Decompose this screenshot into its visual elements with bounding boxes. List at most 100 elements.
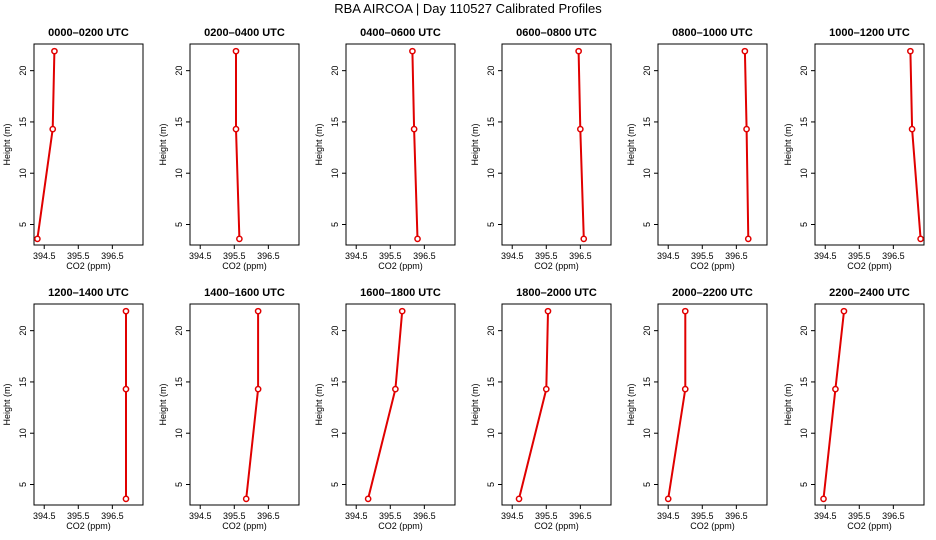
data-point <box>840 307 848 315</box>
x-axis-label: CO2 (ppm) <box>847 521 892 531</box>
x-tick-label: 395.5 <box>535 251 558 261</box>
data-point <box>398 307 406 315</box>
y-tick-label: 15 <box>330 377 340 387</box>
x-tick-label: 394.5 <box>501 251 524 261</box>
x-tick-label: 395.5 <box>67 511 90 521</box>
data-point <box>515 495 523 503</box>
data-point <box>832 385 839 393</box>
profile-line <box>577 51 585 239</box>
x-tick-label: 395.5 <box>379 511 402 521</box>
plot-frame <box>814 303 925 506</box>
x-tick-label: 396.5 <box>725 251 748 261</box>
y-axis-label: Height (m) <box>626 383 636 425</box>
x-tick-label: 394.5 <box>814 511 837 521</box>
panel-10: 1800–2000 UTC 394.5 395.5 396.5 5 10 15 20 CO2 (… <box>470 287 612 531</box>
y-tick-label: 20 <box>18 326 28 336</box>
x-tick-label: 394.5 <box>33 251 56 261</box>
y-tick-label: 10 <box>799 168 809 178</box>
profile-line <box>518 311 549 500</box>
y-tick-label: 5 <box>330 482 340 487</box>
profile-line <box>822 311 845 499</box>
panel-title: 1200–1400 UTC <box>48 287 129 299</box>
y-tick-label: 5 <box>642 222 652 227</box>
data-point <box>820 495 827 503</box>
x-tick-label: 396.5 <box>569 251 592 261</box>
profile-line <box>909 51 922 239</box>
y-tick-label: 15 <box>799 377 809 387</box>
panel-2: 0200–0400 UTC 394.5 395.5 396.5 5 10 15 20 CO2 (… <box>158 27 300 271</box>
y-tick-label: 15 <box>174 117 184 127</box>
data-point <box>907 47 914 55</box>
y-tick-label: 20 <box>799 66 809 76</box>
x-tick-label: 395.5 <box>535 511 558 521</box>
y-tick-label: 20 <box>799 326 809 336</box>
x-axis-label: CO2 (ppm) <box>222 521 267 531</box>
profile-line <box>411 51 419 239</box>
x-axis-label: CO2 (ppm) <box>378 261 423 271</box>
panel-title: 2000–2200 UTC <box>672 287 753 299</box>
y-axis-label: Height (m) <box>783 383 793 425</box>
panel-1: 0000–0200 UTC 394.5 395.5 396.5 5 10 15 20 CO2 (… <box>2 27 144 271</box>
data-point <box>542 385 550 393</box>
panel-12: 2200–2400 UTC 394.5 395.5 396.5 5 10 15 20 CO2 (… <box>783 287 925 531</box>
x-axis-label: CO2 (ppm) <box>66 521 111 531</box>
plot-frame <box>345 43 456 246</box>
x-tick-label: 396.5 <box>413 251 436 261</box>
data-point <box>681 307 689 315</box>
x-tick-label: 396.5 <box>257 251 280 261</box>
y-tick-label: 20 <box>174 66 184 76</box>
data-point <box>743 125 750 133</box>
x-tick-label: 396.5 <box>725 511 748 521</box>
y-tick-label: 5 <box>18 482 28 487</box>
y-tick-label: 20 <box>486 66 496 76</box>
plot-frame <box>33 303 144 506</box>
y-tick-label: 15 <box>18 377 28 387</box>
data-point <box>664 495 672 503</box>
data-point <box>232 47 240 55</box>
data-point <box>414 235 421 243</box>
panel-3: 0400–0600 UTC 394.5 395.5 396.5 5 10 15 20 CO2 (… <box>314 27 456 271</box>
panel-9: 1600–1800 UTC 394.5 395.5 396.5 5 10 15 20 CO2 (… <box>314 287 456 531</box>
panel-title: 1800–2000 UTC <box>516 287 597 299</box>
y-tick-label: 10 <box>642 428 652 438</box>
panel-title: 2200–2400 UTC <box>829 287 910 299</box>
profile-line <box>245 311 260 499</box>
data-point <box>741 47 749 55</box>
data-point <box>34 235 41 243</box>
x-tick-label: 395.5 <box>691 511 714 521</box>
y-tick-label: 5 <box>486 222 496 227</box>
data-point <box>575 47 582 55</box>
data-point <box>908 125 916 133</box>
y-tick-label: 5 <box>174 222 184 227</box>
plot-frame <box>501 303 612 506</box>
panel-title: 0600–0800 UTC <box>516 27 597 39</box>
panel-6: 1000–1200 UTC 394.5 395.5 396.5 5 10 15 20 CO2 (… <box>783 27 925 271</box>
y-tick-label: 5 <box>799 222 809 227</box>
panel-11: 2000–2200 UTC 394.5 395.5 396.5 5 10 15 20 CO2 (… <box>626 287 768 531</box>
y-axis-label: Height (m) <box>2 123 12 165</box>
y-tick-label: 10 <box>174 168 184 178</box>
x-axis-label: CO2 (ppm) <box>847 261 892 271</box>
y-tick-label: 15 <box>486 377 496 387</box>
y-tick-label: 15 <box>486 117 496 127</box>
panel-title: 1400–1600 UTC <box>204 287 285 299</box>
profile-line <box>36 51 56 239</box>
x-tick-label: 395.5 <box>848 511 871 521</box>
y-axis-label: Height (m) <box>470 383 480 425</box>
y-axis-label: Height (m) <box>2 383 12 425</box>
data-point <box>51 47 58 55</box>
x-axis-label: CO2 (ppm) <box>690 261 735 271</box>
y-tick-label: 15 <box>330 117 340 127</box>
y-axis-label: Height (m) <box>158 383 168 425</box>
data-point <box>122 307 130 315</box>
x-tick-label: 396.5 <box>101 511 124 521</box>
data-point <box>681 385 689 393</box>
profile-line <box>235 51 241 239</box>
x-tick-label: 395.5 <box>223 251 246 261</box>
x-tick-label: 394.5 <box>189 251 212 261</box>
y-axis-label: Height (m) <box>626 123 636 165</box>
profile-line <box>743 51 750 239</box>
data-point <box>254 385 262 393</box>
